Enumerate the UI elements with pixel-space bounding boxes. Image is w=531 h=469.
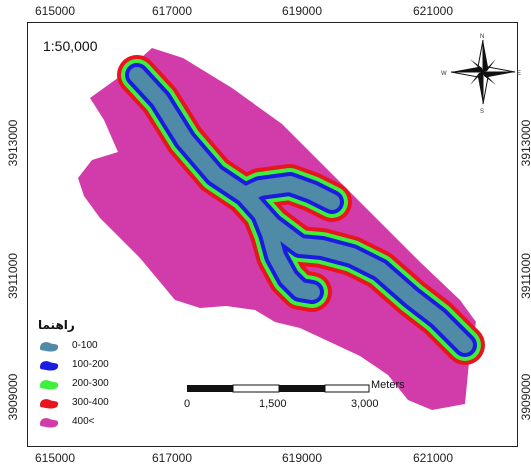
legend-item: 100-200: [38, 355, 158, 374]
legend-swatch-3: [40, 398, 59, 409]
compass-n: N: [480, 34, 484, 40]
zone-0-100: [129, 67, 473, 353]
legend-label: 100-200: [72, 359, 109, 370]
legend-label: 0-100: [72, 340, 98, 351]
x-tick-top-3: 619000: [281, 4, 323, 18]
legend-label: 200-300: [72, 378, 109, 389]
scale-label-3000: 3,000: [351, 398, 379, 410]
legend-label: 300-400: [72, 397, 109, 408]
legend: راهنما 0-100 100-200 200-300 300-400 400…: [38, 318, 158, 431]
x-tick-bottom-4: 621000: [412, 451, 454, 465]
legend-item: 0-100: [38, 336, 158, 355]
scale-label-1500: 1,500: [259, 398, 287, 410]
zone-0-100-part-2: [254, 206, 320, 300]
legend-item: 400<: [38, 412, 158, 431]
x-tick-bottom-2: 617000: [151, 451, 193, 465]
legend-item: 300-400: [38, 393, 158, 412]
scale-unit: Meters: [371, 379, 405, 391]
legend-item: 200-300: [38, 374, 158, 393]
map-scale-label: 1:50,000: [43, 38, 98, 54]
compass-s: S: [480, 109, 484, 115]
scale-bar: [187, 384, 370, 393]
legend-label: 400<: [72, 416, 95, 427]
legend-swatch-2: [40, 379, 59, 390]
x-tick-bottom-1: 615000: [34, 451, 76, 465]
x-tick-top-1: 615000: [34, 4, 76, 18]
compass-e: E: [517, 71, 521, 77]
legend-title: راهنما: [38, 318, 75, 332]
scale-label-0: 0: [184, 398, 191, 410]
x-tick-top-4: 621000: [412, 4, 454, 18]
compass-w: W: [441, 71, 447, 77]
legend-swatch-4: [40, 417, 59, 428]
compass-rose-icon: N S E W: [441, 34, 521, 115]
legend-swatch-0: [40, 341, 59, 352]
x-tick-top-2: 617000: [151, 4, 193, 18]
legend-swatch-1: [40, 360, 59, 371]
x-tick-bottom-3: 619000: [281, 451, 323, 465]
zone-0-100-part-1: [237, 176, 340, 210]
